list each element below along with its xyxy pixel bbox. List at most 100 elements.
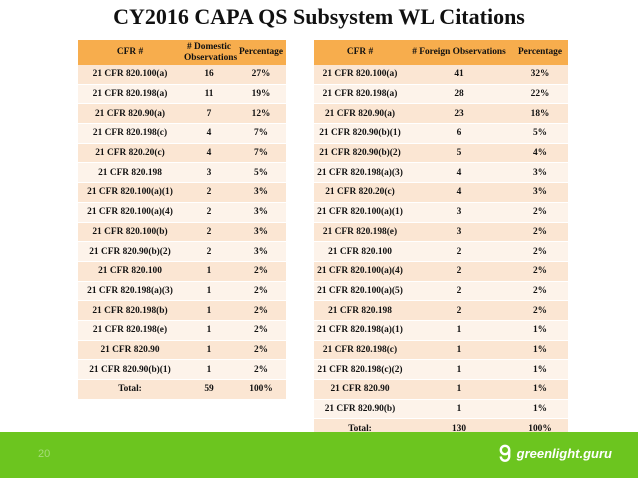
table-row: 21 CFR 820.90(b)(2) 5 4% <box>314 143 568 164</box>
table-row: 21 CFR 820.90 1 2% <box>78 340 286 361</box>
observations-cell: 1 <box>182 261 236 282</box>
table-row: 21 CFR 820.198(c) 4 7% <box>78 123 286 144</box>
table-row: 21 CFR 820.198 2 2% <box>314 300 568 321</box>
total-count: 59 <box>182 379 236 400</box>
table-row: 21 CFR 820.198(c) 1 1% <box>314 340 568 361</box>
cfr-cell: 21 CFR 820.90(b) <box>314 399 406 420</box>
cfr-cell: 21 CFR 820.90 <box>78 340 182 361</box>
percentage-cell: 2% <box>236 300 286 321</box>
cfr-cell: 21 CFR 820.198(e) <box>78 320 182 341</box>
cfr-cell: 21 CFR 820.90(b)(2) <box>314 143 406 164</box>
observations-cell: 3 <box>182 162 236 184</box>
table-row: 21 CFR 820.100(a)(1) 2 3% <box>78 182 286 203</box>
percentage-cell: 27% <box>236 65 286 85</box>
observations-cell: 1 <box>182 320 236 341</box>
percentage-cell: 2% <box>236 281 286 302</box>
col-header-cfr: CFR # <box>314 40 406 65</box>
table-header-row: CFR # # Domestic Observations Percentage <box>78 40 286 65</box>
percentage-cell: 2% <box>512 202 568 223</box>
total-percentage: 100% <box>236 379 286 400</box>
table-row: 21 CFR 820.100(a) 16 27% <box>78 65 286 85</box>
percentage-cell: 7% <box>236 143 286 164</box>
cfr-cell: 21 CFR 820.198(b) <box>78 300 182 321</box>
cfr-cell: 21 CFR 820.198 <box>78 162 182 184</box>
table-row: 21 CFR 820.20(c) 4 7% <box>78 143 286 164</box>
table-row: 21 CFR 820.198(e) 3 2% <box>314 222 568 243</box>
observations-cell: 2 <box>406 241 512 262</box>
table-row: 21 CFR 820.90(a) 23 18% <box>314 103 568 125</box>
percentage-cell: 12% <box>236 103 286 125</box>
observations-cell: 3 <box>406 222 512 243</box>
domestic-citations-table: CFR # # Domestic Observations Percentage… <box>78 40 286 400</box>
cfr-cell: 21 CFR 820.198(a)(3) <box>314 162 406 184</box>
cfr-cell: 21 CFR 820.90 <box>314 379 406 400</box>
table-row: 21 CFR 820.198(b) 1 2% <box>78 300 286 321</box>
table-header-row: CFR # # Foreign Observations Percentage <box>314 40 568 65</box>
observations-cell: 7 <box>182 103 236 125</box>
observations-cell: 2 <box>182 202 236 223</box>
cfr-cell: 21 CFR 820.100 <box>314 241 406 262</box>
percentage-cell: 1% <box>512 399 568 420</box>
cfr-cell: 21 CFR 820.20(c) <box>314 182 406 203</box>
percentage-cell: 18% <box>512 103 568 125</box>
cfr-cell: 21 CFR 820.100(b) <box>78 222 182 243</box>
slide-title: CY2016 CAPA QS Subsystem WL Citations <box>113 4 525 29</box>
percentage-cell: 3% <box>236 202 286 223</box>
cfr-cell: 21 CFR 820.100(a)(5) <box>314 281 406 302</box>
table-row: 21 CFR 820.100(a)(4) 2 3% <box>78 202 286 223</box>
percentage-cell: 2% <box>236 340 286 361</box>
col-header-percentage: Percentage <box>512 40 568 65</box>
percentage-cell: 1% <box>512 379 568 400</box>
observations-cell: 1 <box>182 281 236 302</box>
percentage-cell: 2% <box>512 241 568 262</box>
observations-cell: 1 <box>182 300 236 321</box>
observations-cell: 2 <box>406 281 512 302</box>
table-row: 21 CFR 820.100(a)(5) 2 2% <box>314 281 568 302</box>
cfr-cell: 21 CFR 820.198 <box>314 300 406 321</box>
table-row: 21 CFR 820.198(e) 1 2% <box>78 320 286 341</box>
cfr-cell: 21 CFR 820.198(a) <box>314 84 406 105</box>
observations-cell: 1 <box>182 340 236 361</box>
percentage-cell: 3% <box>512 182 568 203</box>
foreign-citations-table: CFR # # Foreign Observations Percentage … <box>314 40 568 440</box>
table-row: 21 CFR 820.90(a) 7 12% <box>78 103 286 125</box>
table-row: 21 CFR 820.100 2 2% <box>314 241 568 262</box>
cfr-cell: 21 CFR 820.198(a)(3) <box>78 281 182 302</box>
cfr-cell: 21 CFR 820.100(a) <box>314 65 406 85</box>
cfr-cell: 21 CFR 820.100(a)(1) <box>78 182 182 203</box>
observations-cell: 2 <box>406 261 512 282</box>
brand-logo: greenlight.guru <box>498 444 612 462</box>
observations-cell: 1 <box>406 399 512 420</box>
cfr-cell: 21 CFR 820.198(c) <box>78 123 182 144</box>
table-row: 21 CFR 820.100(a)(1) 3 2% <box>314 202 568 223</box>
percentage-cell: 3% <box>236 222 286 243</box>
observations-cell: 1 <box>406 340 512 361</box>
col-header-percentage: Percentage <box>236 40 286 65</box>
observations-cell: 4 <box>182 143 236 164</box>
cfr-cell: 21 CFR 820.90(b)(2) <box>78 241 182 262</box>
percentage-cell: 22% <box>512 84 568 105</box>
greenlight-logo-icon <box>499 444 511 462</box>
percentage-cell: 1% <box>512 340 568 361</box>
observations-cell: 3 <box>406 202 512 223</box>
table-row: 21 CFR 820.90(b)(2) 2 3% <box>78 241 286 262</box>
table-row: 21 CFR 820.90(b)(1) 6 5% <box>314 123 568 144</box>
table-row: 21 CFR 820.90 1 1% <box>314 379 568 400</box>
observations-cell: 41 <box>406 65 512 85</box>
table-total-row: Total: 59 100% <box>78 379 286 400</box>
table-row: 21 CFR 820.20(c) 4 3% <box>314 182 568 203</box>
observations-cell: 1 <box>406 379 512 400</box>
col-header-observations: # Foreign Observations <box>406 40 512 65</box>
cfr-cell: 21 CFR 820.20(c) <box>78 143 182 164</box>
observations-cell: 1 <box>406 359 512 380</box>
percentage-cell: 5% <box>512 123 568 144</box>
table-row: 21 CFR 820.198(c)(2) 1 1% <box>314 359 568 380</box>
table-row: 21 CFR 820.100(a) 41 32% <box>314 65 568 85</box>
observations-cell: 2 <box>182 182 236 203</box>
cfr-cell: 21 CFR 820.100(a) <box>78 65 182 85</box>
percentage-cell: 19% <box>236 84 286 105</box>
table-row: 21 CFR 820.198(a)(3) 4 3% <box>314 162 568 184</box>
cfr-cell: 21 CFR 820.100(a)(4) <box>314 261 406 282</box>
cfr-cell: 21 CFR 820.90(b)(1) <box>314 123 406 144</box>
footer-bar: 20 greenlight.guru <box>0 432 638 478</box>
